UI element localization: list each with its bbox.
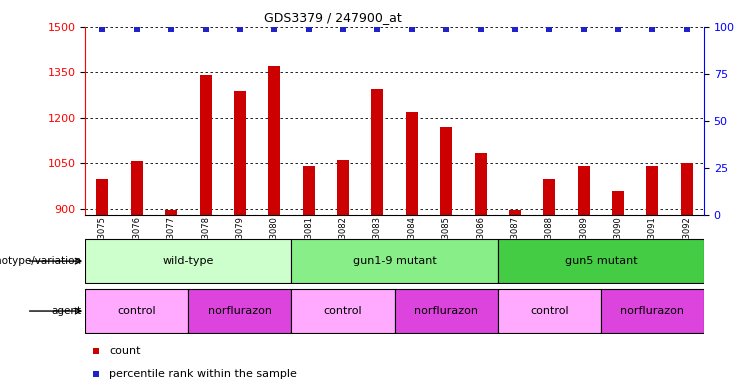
Bar	[268, 66, 280, 215]
Bar	[681, 164, 693, 215]
Text: genotype/variation: genotype/variation	[0, 256, 82, 266]
Bar	[646, 167, 659, 215]
Bar	[291, 239, 498, 283]
Text: control: control	[118, 306, 156, 316]
Bar	[406, 112, 418, 215]
Text: gun1-9 mutant: gun1-9 mutant	[353, 256, 436, 266]
Bar	[199, 75, 211, 215]
Text: control: control	[324, 306, 362, 316]
Bar	[291, 289, 394, 333]
Bar	[543, 179, 555, 215]
Bar	[85, 289, 188, 333]
Bar	[302, 167, 315, 215]
Bar	[234, 91, 246, 215]
Bar	[165, 210, 177, 215]
Bar	[337, 161, 349, 215]
Text: agent: agent	[51, 306, 82, 316]
Bar	[85, 239, 291, 283]
Text: gun5 mutant: gun5 mutant	[565, 256, 637, 266]
Bar	[474, 153, 487, 215]
Bar	[578, 167, 590, 215]
Text: norflurazon: norflurazon	[208, 306, 272, 316]
Title: GDS3379 / 247900_at: GDS3379 / 247900_at	[264, 11, 402, 24]
Bar	[612, 191, 624, 215]
Bar	[498, 289, 601, 333]
Text: control: control	[530, 306, 568, 316]
Bar	[601, 289, 704, 333]
Bar	[498, 239, 704, 283]
Bar	[96, 179, 108, 215]
Text: percentile rank within the sample: percentile rank within the sample	[109, 369, 297, 379]
Text: norflurazon: norflurazon	[620, 306, 685, 316]
Text: count: count	[109, 346, 141, 356]
Bar	[394, 289, 498, 333]
Bar	[509, 210, 521, 215]
Text: norflurazon: norflurazon	[414, 306, 478, 316]
Bar	[188, 289, 291, 333]
Text: wild-type: wild-type	[163, 256, 214, 266]
Bar	[371, 89, 383, 215]
Bar	[440, 127, 452, 215]
Bar	[130, 161, 143, 215]
